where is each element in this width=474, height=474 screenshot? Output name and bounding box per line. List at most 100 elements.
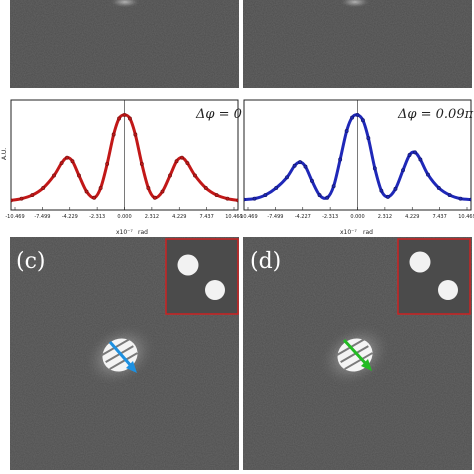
x-tick-label: 4.229 xyxy=(405,214,419,220)
x-tick-label: -4.229 xyxy=(62,214,78,220)
data-point xyxy=(203,186,208,190)
panel-c-label: (c) xyxy=(16,249,46,274)
data-point xyxy=(366,136,371,141)
arrow-c xyxy=(108,341,137,373)
data-point xyxy=(360,118,365,123)
x-tick-label: 7.437 xyxy=(199,214,213,220)
data-point xyxy=(127,116,132,121)
top-image-right xyxy=(243,0,472,88)
data-point xyxy=(77,173,81,178)
inset-d xyxy=(397,238,471,315)
panel-d-label: (d) xyxy=(250,249,281,274)
data-point xyxy=(263,193,268,198)
plot-right-x-ticks: -10.469 -7.499 -4.227 -2.313 0.000 2.312 4.229… xyxy=(238,207,474,220)
data-point xyxy=(274,186,279,190)
data-point xyxy=(285,175,289,180)
data-point xyxy=(325,195,330,200)
x-tick-label: 7.437 xyxy=(432,214,446,220)
data-point xyxy=(355,112,360,117)
data-point xyxy=(372,166,377,171)
data-point xyxy=(92,195,97,200)
plot-right-xunit: rad xyxy=(363,229,373,236)
data-point xyxy=(407,153,412,157)
fit-curve xyxy=(244,113,471,202)
data-point xyxy=(401,168,405,173)
data-point xyxy=(59,161,64,165)
arrow-d xyxy=(342,338,372,371)
data-point xyxy=(458,196,463,201)
data-point xyxy=(111,132,116,137)
data-point xyxy=(11,198,13,203)
data-point xyxy=(338,157,343,162)
data-point xyxy=(413,150,417,155)
x-tick-label: 2.312 xyxy=(378,214,392,220)
data-point xyxy=(146,186,151,190)
data-point xyxy=(344,128,349,133)
data-point xyxy=(41,186,46,190)
x-tick-label: -2.313 xyxy=(322,214,338,220)
data-point xyxy=(133,132,138,137)
data-point xyxy=(160,189,165,194)
data-point xyxy=(180,155,184,160)
data-point xyxy=(65,155,69,160)
top-image-left xyxy=(10,0,239,88)
x-tick-label: -7.499 xyxy=(34,214,50,220)
data-point xyxy=(105,161,110,166)
data-point xyxy=(385,194,390,199)
data-point xyxy=(168,173,172,178)
x-tick-label: -10.469 xyxy=(238,214,257,220)
data-point xyxy=(225,196,230,201)
plot-left-xunit: rad xyxy=(138,229,148,236)
plot-right-marks xyxy=(244,112,471,202)
data-point xyxy=(214,193,219,198)
plot-right-annotation: Δφ = 0.09π xyxy=(397,107,474,122)
data-point xyxy=(350,115,355,120)
data-point xyxy=(436,186,441,190)
x-tick-label: -2.313 xyxy=(89,214,105,220)
data-point xyxy=(292,163,297,168)
data-point xyxy=(117,116,122,121)
fit-curve xyxy=(11,113,238,202)
panel-d: (d) xyxy=(243,237,472,474)
data-point xyxy=(379,188,384,193)
data-point xyxy=(298,160,302,165)
x-tick-label: 10.469 xyxy=(225,214,243,220)
x-tick-label: 0.000 xyxy=(117,214,131,220)
x-tick-label: 4.229 xyxy=(172,214,186,220)
data-point xyxy=(469,197,471,202)
data-point xyxy=(236,198,238,203)
x-tick-label: -4.227 xyxy=(295,214,311,220)
plot-right-xlabel: x10⁻⁷ xyxy=(340,229,357,236)
data-point xyxy=(426,172,430,177)
inset-c xyxy=(165,238,239,315)
plot-right: -10.469 -7.499 -4.227 -2.313 0.000 2.312 4.229… xyxy=(238,99,474,236)
data-point xyxy=(310,178,314,183)
plot-left-ylabel: A.U. xyxy=(1,148,8,160)
data-point xyxy=(52,173,56,178)
plot-left-xlabel: x10⁻⁷ xyxy=(116,229,133,236)
data-point xyxy=(70,159,75,164)
x-tick-label: 10.469 xyxy=(458,214,474,220)
data-point xyxy=(317,193,322,198)
data-point xyxy=(393,186,398,191)
data-point xyxy=(303,164,308,169)
data-point xyxy=(139,161,144,166)
data-point xyxy=(418,157,423,162)
data-point xyxy=(98,186,103,190)
plot-left-x-ticks: -10.469 -7.499 -4.229 -2.313 0.000 2.312 4.229… xyxy=(5,207,243,220)
data-point xyxy=(331,184,336,189)
data-point xyxy=(152,195,157,200)
plot-left-annotation: Δφ = 0 xyxy=(195,107,242,122)
data-point xyxy=(252,196,257,201)
data-point xyxy=(447,193,452,198)
data-point xyxy=(185,161,190,165)
data-point xyxy=(84,189,89,194)
plot-left: -10.469 -7.499 -4.229 -2.313 0.000 2.312 4.229… xyxy=(1,99,243,236)
data-point xyxy=(174,159,179,164)
x-tick-label: -7.499 xyxy=(267,214,283,220)
bottom-strip xyxy=(0,470,474,474)
x-tick-label: 2.312 xyxy=(145,214,159,220)
data-point xyxy=(30,193,35,198)
plot-left-marks xyxy=(11,112,238,203)
